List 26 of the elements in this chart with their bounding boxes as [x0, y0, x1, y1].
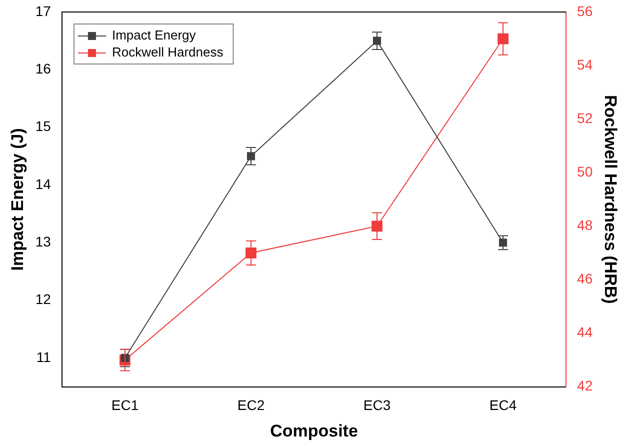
legend-label: Impact Energy: [112, 28, 196, 43]
x-tick-label: EC3: [363, 397, 391, 414]
x-axis-title: Composite: [270, 421, 358, 440]
y2-tick-label: 52: [577, 110, 593, 126]
y-axis-title: Impact Energy (J): [8, 128, 27, 271]
legend-label: Rockwell Hardness: [112, 44, 224, 60]
y-tick-label: 16: [35, 60, 52, 77]
y2-tick-label: 56: [577, 2, 593, 19]
y2-tick-label: 42: [577, 378, 593, 394]
point: [246, 247, 256, 258]
y2-axis-title: Rockwell Hardness (HRB): [601, 95, 620, 304]
point: [372, 220, 382, 232]
y2-tick-label: 54: [577, 56, 593, 72]
x-tick-label: EC1: [111, 397, 139, 414]
y-tick-label: 11: [36, 348, 52, 365]
y-tick-label: 14: [35, 176, 52, 192]
y2-tick-label: 50: [577, 163, 593, 180]
x-tick-label: EC2: [237, 397, 265, 414]
y2-tick-label: 48: [577, 217, 593, 234]
y2-tick-label: 44: [577, 324, 593, 340]
y2-tick-label: 46: [577, 270, 593, 287]
y-tick-label: 17: [35, 2, 52, 19]
x-tick-label: EC4: [489, 397, 517, 414]
y-tick-label: 15: [35, 118, 52, 134]
y-tick-label: 12: [35, 291, 52, 308]
y-tick-label: 13: [35, 234, 52, 250]
